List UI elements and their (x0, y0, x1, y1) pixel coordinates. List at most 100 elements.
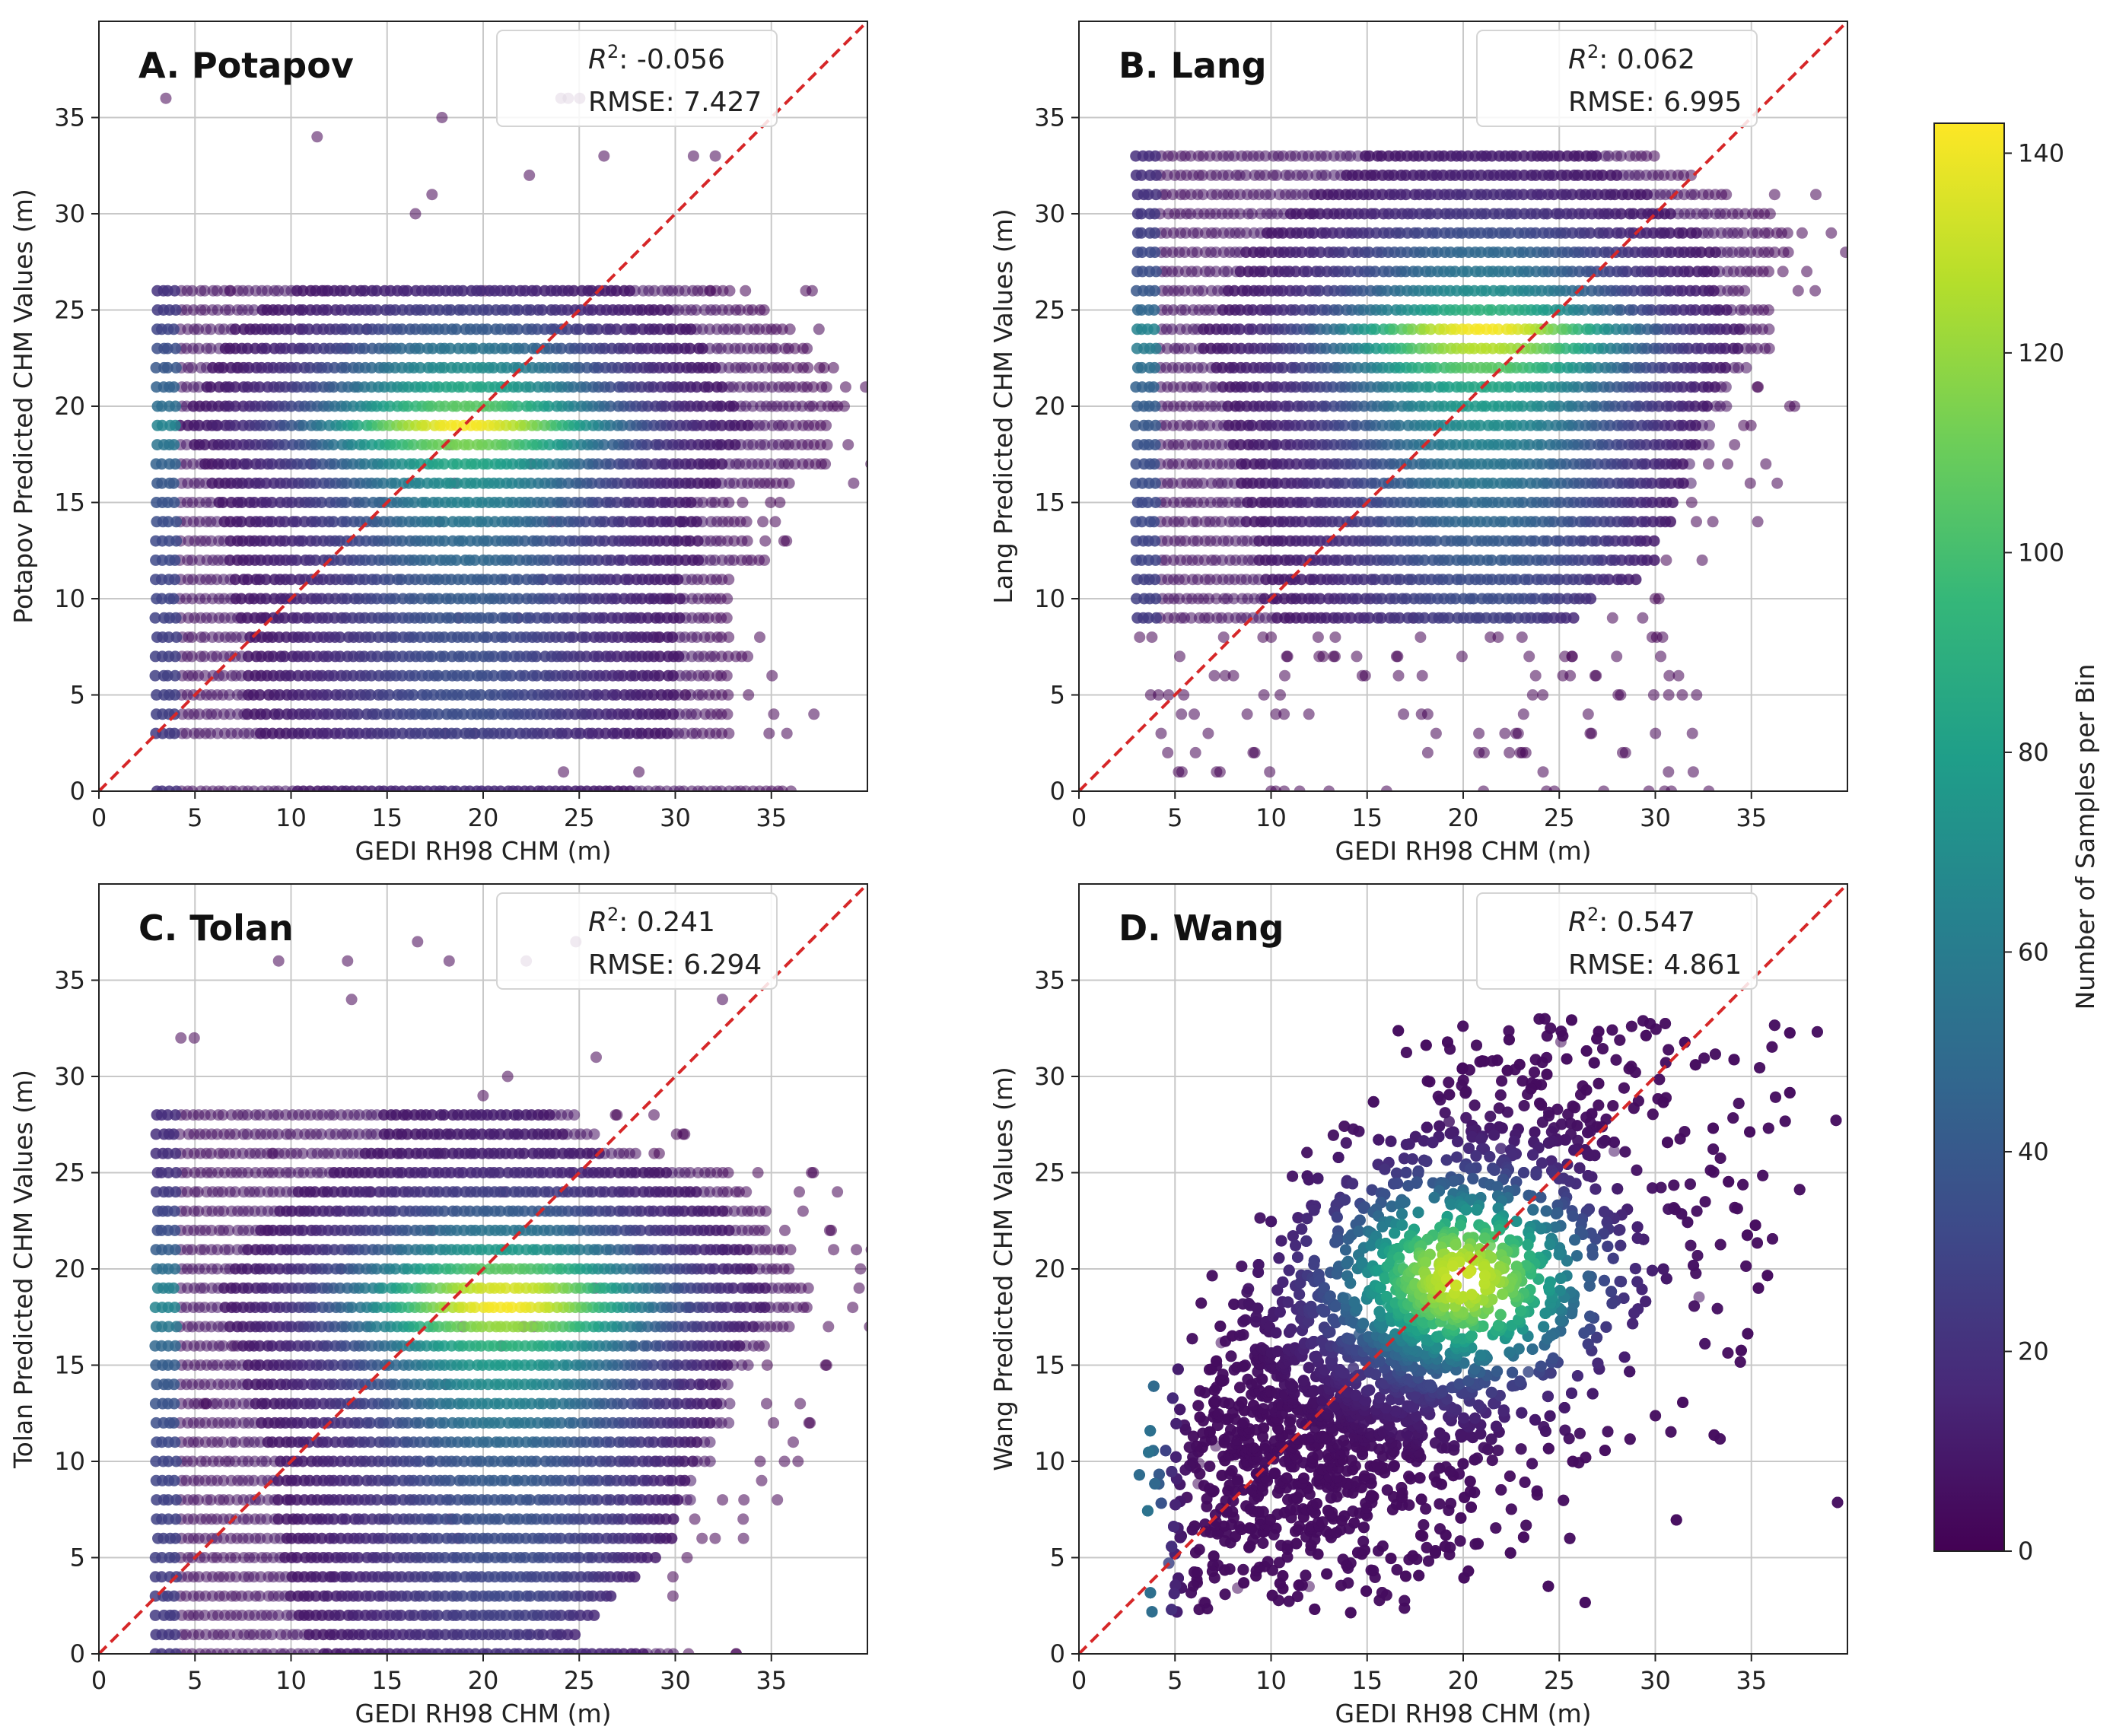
scatter-point (1228, 593, 1240, 605)
scatter-point (1406, 458, 1418, 470)
scatter-point (459, 477, 471, 489)
scatter-point (1606, 612, 1618, 624)
scatter-point (1747, 227, 1758, 239)
scatter-point (1351, 419, 1363, 431)
scatter-point (458, 669, 470, 682)
scatter-point (679, 574, 692, 586)
scatter-point (273, 708, 285, 720)
scatter-point (619, 574, 632, 586)
scatter-point (674, 516, 686, 528)
scatter-point (1271, 477, 1284, 489)
scatter-point (1332, 554, 1344, 566)
scatter-point (477, 342, 489, 355)
scatter-point (598, 150, 610, 162)
scatter-point (1667, 361, 1679, 374)
scatter-point (1598, 785, 1610, 791)
scatter-point (459, 342, 471, 355)
scatter-point (1252, 381, 1265, 393)
scatter-point (1727, 342, 1739, 355)
scatter-point (1393, 419, 1405, 431)
scatter-point (1376, 612, 1387, 624)
scatter-point (649, 458, 661, 470)
scatter-point (1398, 708, 1410, 720)
scatter-point (420, 419, 432, 431)
scatter-point (570, 323, 582, 335)
scatter-point (655, 516, 667, 528)
scatter-point (1185, 150, 1197, 162)
scatter-point (1605, 169, 1617, 181)
scatter-point (414, 342, 425, 355)
scatter-point (1630, 265, 1642, 278)
scatter-point (1332, 304, 1344, 316)
scatter-point (459, 727, 471, 739)
scatter-point (1369, 574, 1381, 586)
scatter-point (508, 439, 520, 451)
scatter-point (1557, 669, 1569, 682)
scatter-point (1612, 689, 1625, 701)
scatter-point (1635, 208, 1647, 220)
scatter-point (457, 285, 469, 297)
scatter-point (167, 477, 180, 489)
scatter-point (460, 458, 472, 470)
scatter-point (613, 458, 625, 470)
scatter-point (1476, 535, 1488, 547)
scatter-point (254, 689, 266, 701)
scatter-point (1217, 631, 1230, 644)
scatter-point (818, 361, 830, 374)
scatter-point (593, 477, 606, 489)
scatter-point (278, 650, 291, 663)
scatter-point (1647, 689, 1660, 701)
scatter-point (229, 574, 241, 586)
y-tick-label: 10 (54, 584, 85, 613)
scatter-point (471, 497, 483, 508)
scatter-point (1323, 785, 1335, 791)
scatter-point (508, 650, 520, 663)
scatter-point (426, 650, 438, 663)
scatter-point (692, 535, 704, 547)
scatter-point (1185, 419, 1197, 431)
scatter-point (1523, 650, 1535, 663)
scatter-point (757, 516, 769, 528)
scatter-point (1476, 477, 1488, 489)
r2-label: R (588, 44, 607, 75)
scatter-point (218, 669, 230, 682)
scatter-point (1512, 612, 1524, 624)
scatter-point (520, 574, 533, 586)
scatter-point (170, 612, 182, 624)
scatter-point (1796, 227, 1808, 239)
scatter-point (1691, 265, 1704, 278)
scatter-point (768, 708, 780, 720)
scatter-point (1526, 497, 1538, 508)
scatter-point (1189, 746, 1201, 758)
scatter-point (310, 477, 322, 489)
scatter-point (212, 419, 224, 431)
scatter-point (552, 439, 564, 451)
scatter-point (156, 458, 167, 470)
scatter-point (557, 593, 569, 605)
scatter-point (236, 497, 248, 508)
scatter-point (791, 361, 804, 374)
scatter-points (1129, 150, 1847, 791)
scatter-point (334, 631, 346, 644)
scatter-point (1135, 169, 1147, 181)
scatter-point (1697, 189, 1709, 201)
scatter-point (170, 304, 182, 316)
scatter-point (705, 400, 717, 412)
stats-box-background (496, 30, 778, 127)
scatter-point (169, 669, 181, 682)
scatter-point (230, 458, 242, 470)
scatter-point (1586, 304, 1599, 316)
scatter-point (1271, 439, 1283, 451)
scatter-point (1313, 285, 1325, 297)
scatter-point (1698, 381, 1709, 393)
scatter-point (169, 689, 181, 701)
scatter-point (260, 593, 272, 605)
scatter-point (1234, 323, 1246, 335)
scatter-point (1136, 361, 1147, 374)
scatter-point (1474, 419, 1486, 431)
scatter-point (1416, 669, 1428, 682)
scatter-point (1593, 227, 1605, 239)
scatter-point (587, 516, 600, 528)
scatter-point (483, 285, 495, 297)
scatter-point (606, 516, 619, 528)
